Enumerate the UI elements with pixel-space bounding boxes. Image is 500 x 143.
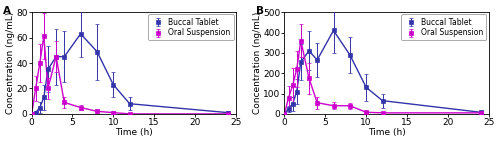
Legend: Buccal Tablet, Oral Suspension: Buccal Tablet, Oral Suspension <box>148 14 234 40</box>
Y-axis label: Concentration (ng/mL): Concentration (ng/mL) <box>252 12 262 114</box>
Legend: Buccal Tablet, Oral Suspension: Buccal Tablet, Oral Suspension <box>402 14 486 40</box>
Text: A: A <box>3 6 11 16</box>
Text: B: B <box>256 6 264 16</box>
X-axis label: Time (h): Time (h) <box>368 128 406 137</box>
Y-axis label: Concentration (ng/mL): Concentration (ng/mL) <box>6 12 15 114</box>
X-axis label: Time (h): Time (h) <box>115 128 152 137</box>
